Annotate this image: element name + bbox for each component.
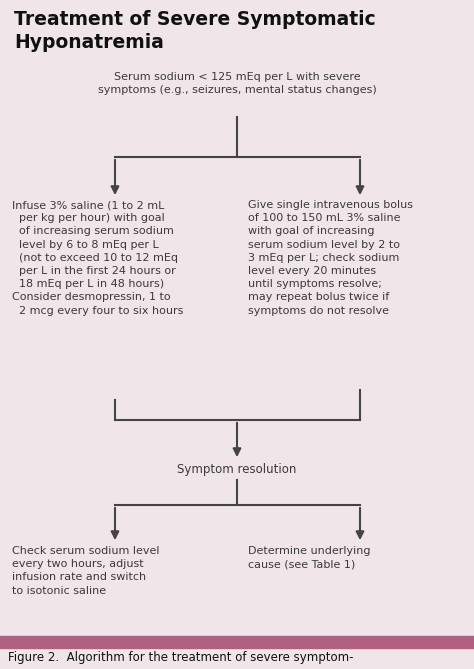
Text: Figure 2.  Algorithm for the treatment of severe symptom-: Figure 2. Algorithm for the treatment of… [8, 651, 354, 664]
Text: Serum sodium < 125 mEq per L with severe
symptoms (e.g., seizures, mental status: Serum sodium < 125 mEq per L with severe… [98, 72, 376, 95]
Text: Symptom resolution: Symptom resolution [177, 463, 297, 476]
Bar [0, 636, 474, 648]
Text: Give single intravenous bolus
of 100 to 150 mL 3% saline
with goal of increasing: Give single intravenous bolus of 100 to … [248, 200, 413, 316]
Text: Determine underlying
cause (see Table 1): Determine underlying cause (see Table 1) [248, 546, 371, 569]
Text: Hyponatremia: Hyponatremia [14, 33, 164, 52]
Text: Infuse 3% saline (1 to 2 mL
  per kg per hour) with goal
  of increasing serum s: Infuse 3% saline (1 to 2 mL per kg per h… [12, 200, 183, 316]
Text: Check serum sodium level
every two hours, adjust
infusion rate and switch
to iso: Check serum sodium level every two hours… [12, 546, 159, 595]
Text: Treatment of Severe Symptomatic: Treatment of Severe Symptomatic [14, 10, 376, 29]
